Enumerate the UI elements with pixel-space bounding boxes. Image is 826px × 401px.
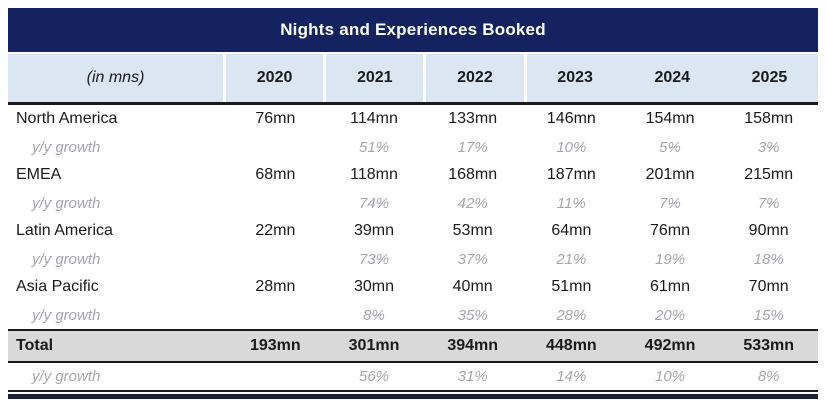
value-cell: 146mn [546,110,596,127]
bottom-thin-rule [8,390,818,392]
value-cell: 30mn [353,278,395,295]
value-cell: 40mn [452,278,493,295]
value-cell: 154mn [645,110,695,127]
total-growth-cell: 10% [655,367,686,385]
unit-label: (in mns) [8,54,226,102]
year-header-2022: 2022 [426,54,527,102]
growth-cell: 37% [457,250,488,268]
region-label: EMEA [16,166,62,183]
table-row-latin-america: Latin America 22mn 39mn 53mn 64mn 76mn 9… [8,217,818,245]
value-cell: 118mn [350,166,398,183]
growth-cell: 51% [358,138,390,156]
growth-row-north-america: y/y growth 51% 17% 10% 5% 3% [8,133,818,161]
growth-row-emea: y/y growth 74% 42% 11% 7% 7% [8,189,818,217]
total-value-cell: 533mn [743,337,795,354]
total-value-cell: 492mn [644,337,696,354]
value-cell: 187mn [546,166,596,183]
growth-row-total: y/y growth 56% 31% 14% 10% 8% [8,363,818,389]
growth-cell: 15% [753,306,784,324]
value-cell: 76mn [650,222,691,239]
table-row-asia-pacific: Asia Pacific 28mn 30mn 40mn 51mn 61mn 70… [8,273,818,301]
total-value-cell: 448mn [546,337,597,354]
value-cell: 51mn [551,278,592,295]
growth-cell: 20% [655,306,686,324]
total-growth-cell: 56% [358,367,390,385]
growth-label: y/y growth [32,250,101,268]
value-cell: 61mn [650,278,691,295]
value-cell: 28mn [255,278,296,295]
value-cell: 215mn [744,166,794,183]
value-cell: 39mn [353,222,395,239]
column-header-row: (in mns) 2020 2021 2022 2023 2024 2025 [8,54,818,105]
value-cell: 64mn [551,222,592,239]
growth-label: y/y growth [32,138,101,156]
value-cell: 70mn [748,278,789,295]
table-row-total: Total 193mn 301mn 394mn 448mn 492mn 533m… [8,329,818,363]
value-cell: 114mn [350,110,398,127]
value-cell: 90mn [748,222,789,239]
growth-cell: 19% [655,250,686,268]
year-header-2020: 2020 [226,54,327,102]
growth-row-asia-pacific: y/y growth 8% 35% 28% 20% 15% [8,301,818,329]
growth-cell: 10% [556,138,587,156]
growth-cell: 7% [757,194,780,212]
growth-cell: 18% [753,250,784,268]
total-growth-cell: 31% [457,367,488,385]
value-cell: 68mn [255,166,296,183]
growth-cell: 8% [363,306,385,324]
total-label: Total [16,337,54,354]
value-cell: 53mn [452,222,493,239]
growth-cell: 21% [556,250,587,268]
year-header-2021: 2021 [326,54,427,102]
value-cell: 201mn [645,166,695,183]
growth-label: y/y growth [32,194,101,212]
growth-cell: 42% [457,194,488,212]
total-value-cell: 301mn [348,337,400,354]
value-cell: 158mn [744,110,794,127]
growth-label: y/y growth [32,306,101,324]
value-cell: 133mn [448,110,498,127]
year-header-2024: 2024 [654,69,691,86]
growth-cell: 3% [757,138,780,156]
region-label: North America [16,110,118,127]
growth-cell: 5% [659,138,681,156]
total-growth-cell: 14% [556,367,587,385]
year-header-2023: 2023 [557,69,593,86]
growth-cell: 74% [358,194,390,212]
total-growth-cell: 8% [757,367,780,385]
growth-cell: 35% [457,306,488,324]
value-cell: 168mn [448,166,498,183]
growth-row-latin-america: y/y growth 73% 37% 21% 19% 18% [8,245,818,273]
growth-cell: 11% [556,194,586,212]
total-value-cell: 394mn [447,337,499,354]
growth-label: y/y growth [32,367,101,385]
table-row-north-america: North America 76mn 114mn 133mn 146mn 154… [8,105,818,133]
value-cell: 22mn [255,222,296,239]
growth-cell: 28% [556,306,587,324]
table-title: Nights and Experiences Booked [8,8,818,52]
region-label: Asia Pacific [16,278,99,295]
year-header-2025: 2025 [751,69,788,86]
table-row-emea: EMEA 68mn 118mn 168mn 187mn 201mn 215mn [8,161,818,189]
growth-cell: 7% [659,194,681,212]
booked-nights-table: Nights and Experiences Booked (in mns) 2… [8,8,818,399]
bottom-border-bar [8,394,818,399]
growth-cell: 17% [457,138,488,156]
growth-cell: 73% [358,250,390,268]
total-value-cell: 193mn [249,337,301,354]
value-cell: 76mn [255,110,296,127]
region-label: Latin America [16,222,113,239]
